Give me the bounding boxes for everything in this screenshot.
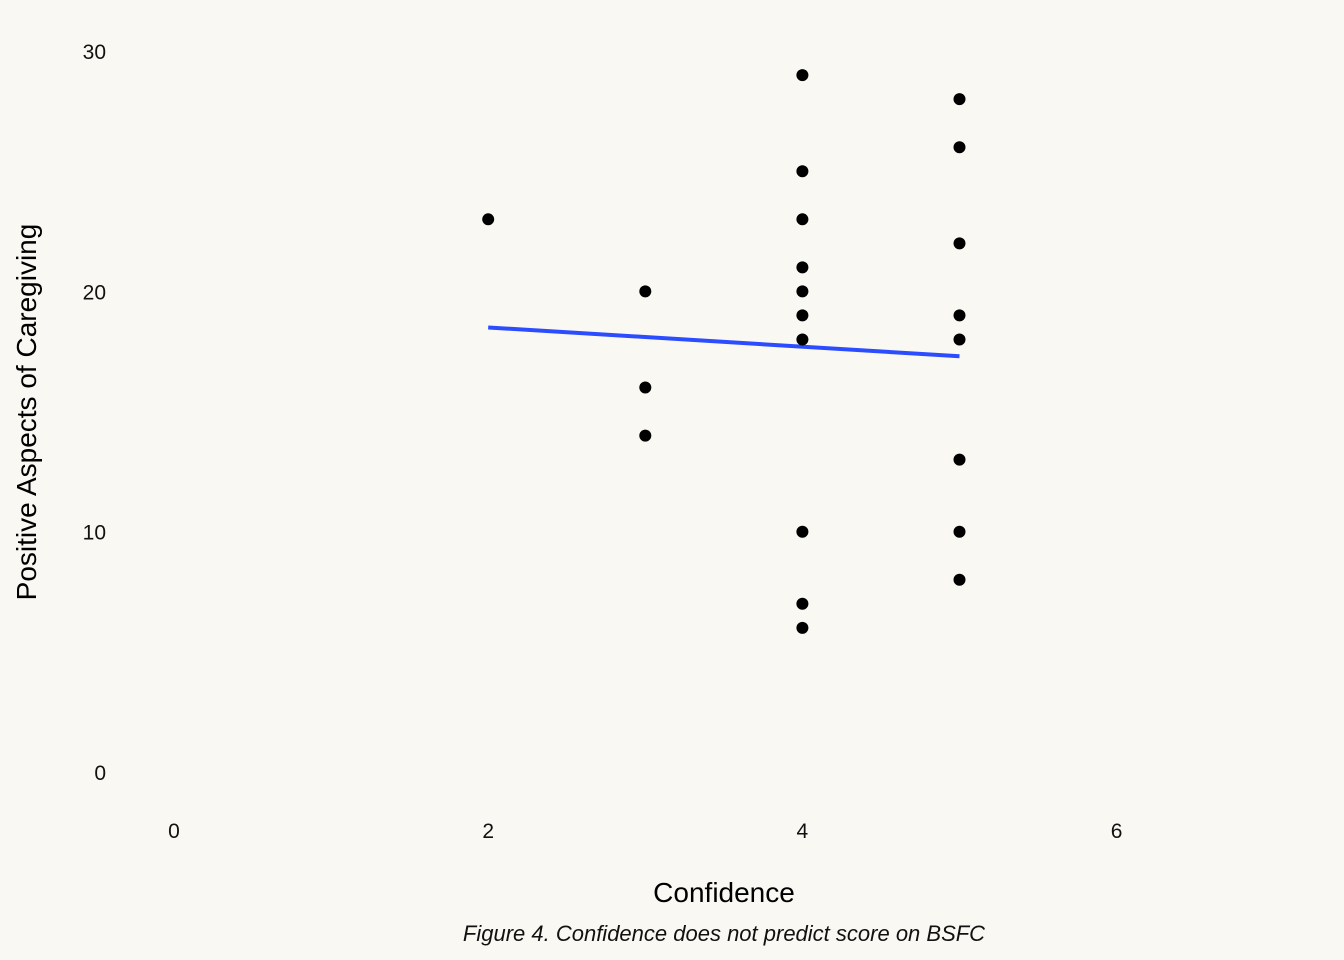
data-point — [639, 381, 652, 394]
y-tick-label: 0 — [94, 762, 106, 785]
data-point — [796, 621, 809, 634]
x-tick-label: 4 — [797, 820, 809, 843]
data-point — [953, 573, 966, 586]
data-points — [482, 69, 966, 634]
data-point — [796, 213, 809, 226]
x-tick-label: 0 — [168, 820, 180, 843]
data-point — [953, 525, 966, 538]
data-point — [796, 597, 809, 610]
data-point — [953, 93, 966, 106]
x-tick-label: 2 — [482, 820, 494, 843]
regression-fit-line — [488, 325, 960, 359]
data-point — [639, 429, 652, 442]
y-tick-label: 30 — [83, 41, 106, 64]
y-axis-ticks: 0 10 20 30 — [83, 41, 106, 785]
y-tick-label: 20 — [83, 281, 106, 304]
data-point — [796, 261, 809, 274]
data-point — [796, 309, 809, 322]
y-axis-title: Positive Aspects of Caregiving — [11, 224, 42, 601]
data-point — [953, 309, 966, 322]
data-point — [953, 237, 966, 250]
data-point — [796, 165, 809, 178]
data-point — [796, 69, 809, 82]
data-point — [953, 141, 966, 154]
x-axis-title: Confidence — [653, 877, 795, 908]
data-point — [953, 453, 966, 466]
data-point — [796, 333, 809, 346]
data-point — [953, 333, 966, 346]
data-point — [482, 213, 495, 226]
data-point — [796, 285, 809, 298]
x-tick-label: 6 — [1111, 820, 1123, 843]
data-point — [796, 525, 809, 538]
data-point — [639, 285, 652, 298]
x-axis-ticks: 0 2 4 6 — [168, 820, 1122, 843]
y-tick-label: 10 — [83, 522, 106, 545]
figure-caption: Figure 4. Confidence does not predict sc… — [463, 921, 985, 946]
